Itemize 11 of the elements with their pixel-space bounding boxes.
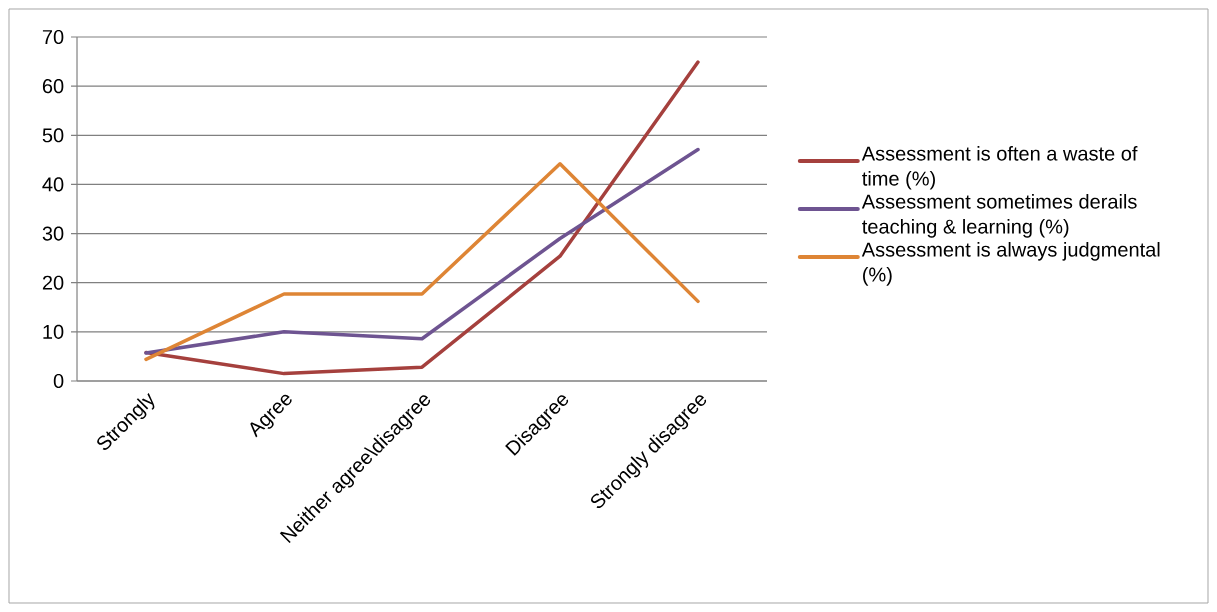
y-tick-label: 20 [42, 275, 64, 290]
legend-label: Assessment sometimes derails teaching & learning (%) [861, 193, 1137, 238]
y-tick-label: 50 [42, 128, 64, 143]
y-tick-label: 30 [42, 226, 64, 241]
legend-label: Assessment is always judgmental (%) [861, 242, 1160, 286]
legend-label: Assessment is often a waste of time (%) [861, 145, 1138, 190]
y-tick-label: 60 [42, 79, 64, 94]
y-tick-label: 70 [42, 29, 64, 45]
y-tick-label: 40 [42, 177, 64, 192]
y-tick-label: 0 [53, 373, 64, 389]
y-tick-label: 10 [43, 324, 64, 339]
